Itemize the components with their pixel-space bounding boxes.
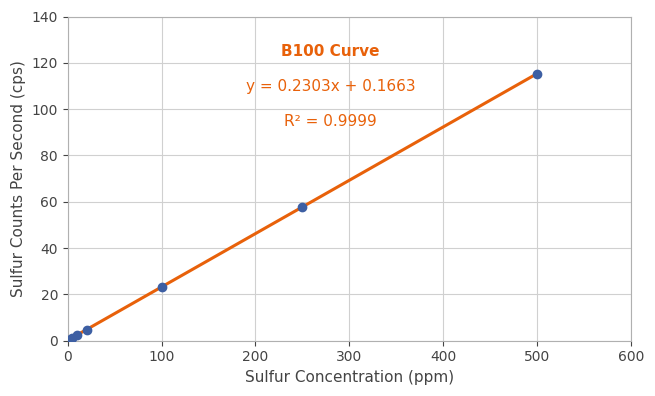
Point bbox=[67, 334, 78, 341]
Point bbox=[532, 70, 542, 77]
Point bbox=[81, 326, 92, 333]
Point bbox=[297, 204, 308, 210]
Y-axis label: Sulfur Counts Per Second (cps): Sulfur Counts Per Second (cps) bbox=[11, 60, 26, 297]
Point bbox=[72, 332, 83, 338]
Text: R² = 0.9999: R² = 0.9999 bbox=[284, 114, 377, 129]
Point bbox=[62, 337, 73, 343]
Text: B100 Curve: B100 Curve bbox=[281, 44, 380, 59]
Point bbox=[157, 284, 167, 290]
Text: y = 0.2303x + 0.1663: y = 0.2303x + 0.1663 bbox=[246, 79, 415, 94]
X-axis label: Sulfur Concentration (ppm): Sulfur Concentration (ppm) bbox=[245, 370, 454, 385]
